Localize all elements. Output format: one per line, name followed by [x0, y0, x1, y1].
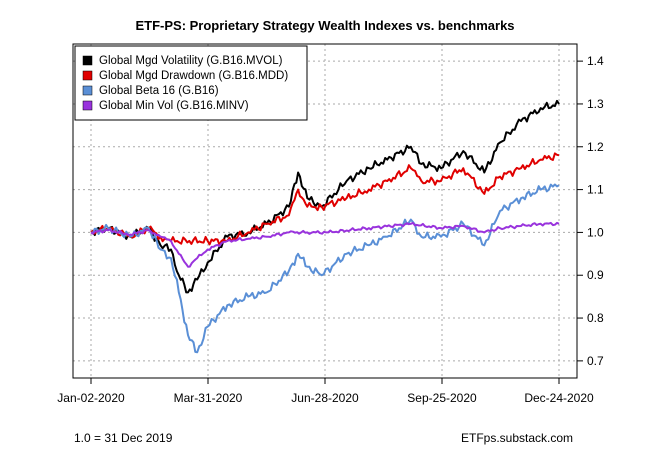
x-tick-label: Jun-28-2020: [291, 391, 359, 405]
y-tick-label: 1.3: [587, 97, 604, 111]
legend-label: Global Min Vol (G.B16.MINV): [99, 100, 249, 112]
legend: Global Mgd Volatility (G.B16.MVOL) Global…: [74, 45, 308, 121]
y-axis: 0.7 0.8 0.9 1.0 1.1 1.2 1.3 1.4: [577, 54, 604, 368]
chart-title: ETF-PS: Proprietary Strategy Wealth Inde…: [135, 18, 514, 33]
series-line: [90, 221, 560, 268]
y-tick-label: 0.9: [587, 268, 604, 282]
legend-swatch: [82, 70, 93, 81]
legend-swatch: [82, 85, 93, 96]
y-tick-label: 0.7: [587, 354, 604, 368]
legend-label: Global Mgd Volatility (G.B16.MVOL): [99, 55, 283, 67]
y-tick-label: 0.8: [587, 311, 604, 325]
legend-swatch: [82, 55, 93, 66]
baseline-note: 1.0 = 31 Dec 2019: [74, 431, 173, 445]
y-tick-label: 1.0: [587, 225, 604, 239]
legend-box: [74, 45, 308, 121]
legend-label: Global Mgd Drawdown (G.B16.MDD): [99, 70, 288, 82]
x-tick-label: Mar-31-2020: [174, 391, 243, 405]
y-tick-label: 1.4: [587, 54, 604, 68]
x-tick-label: Sep-25-2020: [407, 391, 477, 405]
source-credit: ETFps.substack.com: [461, 431, 574, 445]
legend-swatch: [82, 100, 93, 111]
x-axis: Jan-02-2020 Mar-31-2020 Jun-28-2020 Sep-25-…: [57, 378, 594, 405]
legend-label: Global Beta 16 (G.B16): [99, 85, 219, 97]
series-line: [90, 99, 560, 294]
y-tick-label: 1.2: [587, 140, 604, 154]
series-layer: [90, 99, 560, 354]
series-line: [90, 183, 560, 354]
x-tick-label: Jan-02-2020: [57, 391, 125, 405]
y-tick-label: 1.1: [587, 183, 604, 197]
x-tick-label: Dec-24-2020: [524, 391, 594, 405]
